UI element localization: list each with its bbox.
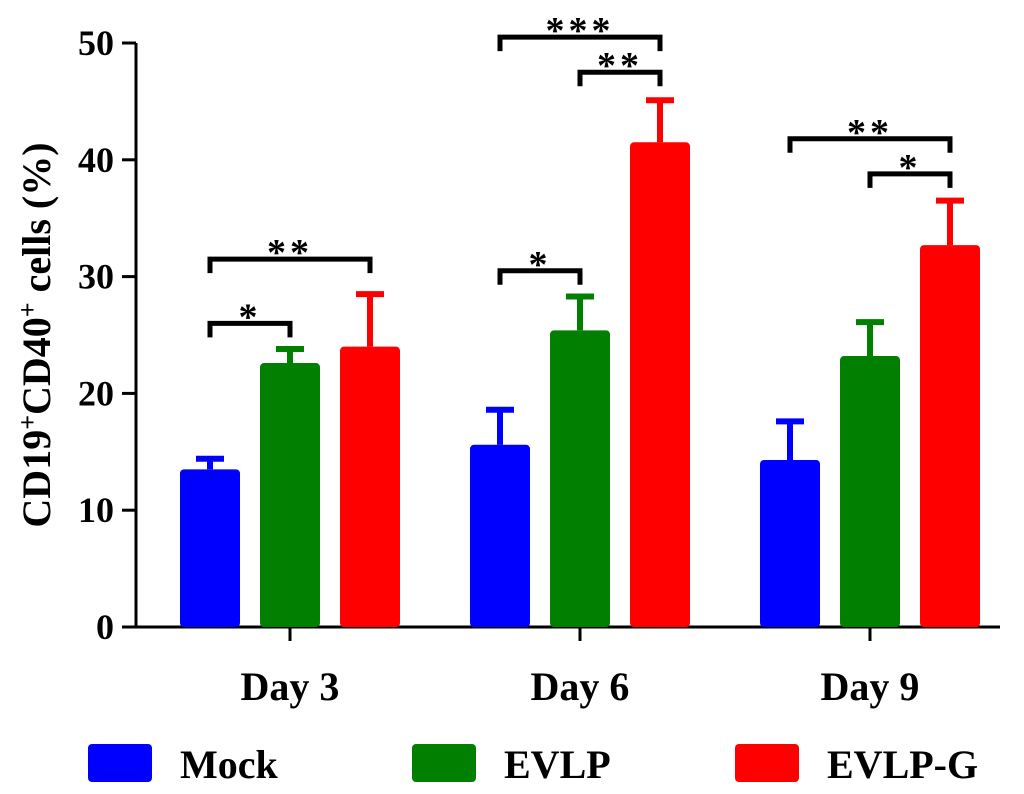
x-tick-label: Day 6 xyxy=(531,664,630,709)
significance-label: * xyxy=(899,147,922,189)
significance-label: ** xyxy=(267,232,313,274)
significance-label: * xyxy=(529,244,552,286)
significance-label: *** xyxy=(546,10,615,52)
bar-evlp-day-9 xyxy=(840,356,900,627)
significance-bracket xyxy=(497,34,663,52)
y-tick-label: 10 xyxy=(78,490,114,530)
bar-mock-day-9 xyxy=(760,459,820,627)
legend-label-mock: Mock xyxy=(180,742,279,787)
bar-evlp-day-3 xyxy=(260,363,320,627)
significance-bracket xyxy=(867,171,953,188)
significance-label: ** xyxy=(597,45,643,87)
bar-evlp-g-day-3 xyxy=(340,346,400,627)
legend-swatch-evlp xyxy=(412,744,476,782)
bar-mock-day-6 xyxy=(470,444,530,627)
y-tick-label: 20 xyxy=(78,373,114,413)
significance-bracket xyxy=(207,320,293,338)
legend-swatch-evlp-g xyxy=(735,744,799,782)
y-tick-label: 40 xyxy=(78,140,114,180)
bar-evlp-g-day-6 xyxy=(630,142,690,627)
legend-swatch-mock xyxy=(88,744,152,782)
legend-label-evlp-g: EVLP-G xyxy=(827,742,978,787)
significance-bracket xyxy=(497,268,583,285)
significance-bracket xyxy=(787,136,953,153)
legend-label-evlp: EVLP xyxy=(504,742,611,787)
significance-bracket xyxy=(207,256,373,274)
significance-label: * xyxy=(239,296,262,338)
bar-evlp-day-6 xyxy=(550,330,610,627)
y-axis-title: CD19+CD40+ cells (%) xyxy=(13,142,59,527)
significance-bracket xyxy=(577,69,663,87)
y-tick-label: 50 xyxy=(78,23,114,63)
significance-label: ** xyxy=(847,112,893,154)
y-tick-label: 0 xyxy=(96,607,114,647)
x-tick-label: Day 3 xyxy=(241,664,340,709)
y-tick-label: 30 xyxy=(78,257,114,297)
x-tick-label: Day 9 xyxy=(821,664,920,709)
bar-evlp-g-day-9 xyxy=(920,245,980,627)
bar-mock-day-3 xyxy=(180,469,240,627)
